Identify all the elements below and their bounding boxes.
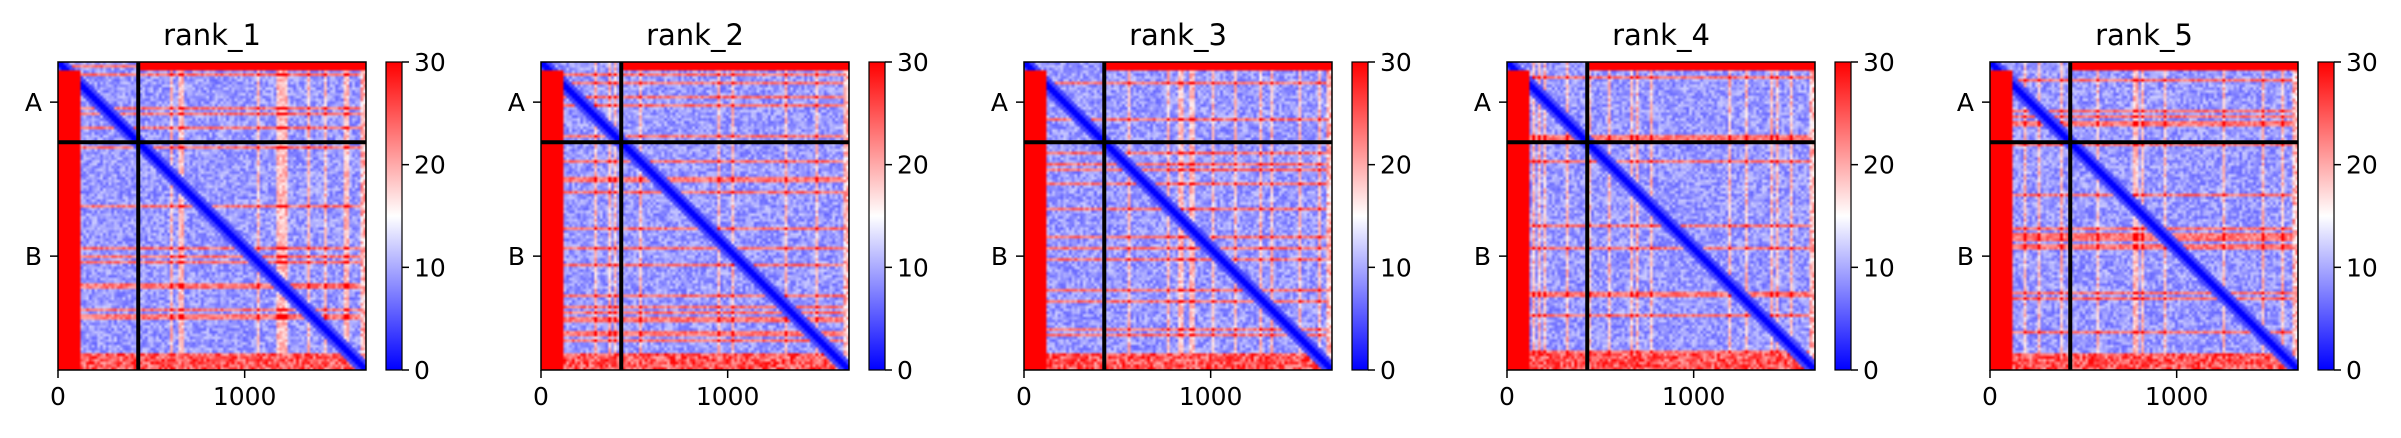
y-tick-label: A	[1474, 88, 1491, 117]
y-tick-label: A	[25, 88, 42, 117]
x-tick-label: 1000	[1179, 382, 1243, 411]
axes-frame	[540, 61, 850, 371]
colorbar-tick-label: 30	[2346, 48, 2378, 77]
panel-title: rank_1	[163, 18, 261, 52]
x-tick-label: 1000	[213, 382, 277, 411]
pae-heatmap-image	[541, 62, 849, 370]
colorbar-tick-label: 10	[2346, 253, 2378, 282]
axes-frame	[57, 61, 367, 371]
colorbar-tick-label: 20	[414, 151, 446, 180]
colorbar-tick-label: 10	[1380, 253, 1412, 282]
colorbar-tick-label: 0	[414, 356, 430, 385]
y-tick-label: B	[508, 242, 525, 271]
y-tick-label: B	[1474, 242, 1491, 271]
colorbar-tick-label: 20	[897, 151, 929, 180]
x-tick-label: 0	[1016, 382, 1032, 411]
colorbar-tick-label: 20	[1380, 151, 1412, 180]
panel-title: rank_4	[1612, 18, 1710, 52]
pae-heatmap-image	[1024, 62, 1332, 370]
colorbar-tick-label: 0	[2346, 356, 2362, 385]
y-tick-label: A	[1957, 88, 1974, 117]
colorbar-tick-label: 30	[414, 48, 446, 77]
colorbar-tick-label: 0	[897, 356, 913, 385]
colorbar-tick-label: 20	[1863, 151, 1895, 180]
x-tick-label: 1000	[2145, 382, 2209, 411]
colorbar-tick-label: 30	[897, 48, 929, 77]
panel-title: rank_5	[2095, 18, 2193, 52]
pae-heatmap-image	[1990, 62, 2298, 370]
axes-frame	[1989, 61, 2299, 371]
colorbar	[1834, 61, 1852, 371]
pae-heatmap-image	[58, 62, 366, 370]
y-tick-label: A	[508, 88, 525, 117]
colorbar-tick-label: 10	[414, 253, 446, 282]
y-tick-label: A	[991, 88, 1008, 117]
y-tick-label: B	[25, 242, 42, 271]
colorbar	[868, 61, 886, 371]
x-tick-label: 0	[50, 382, 66, 411]
panel-title: rank_3	[1129, 18, 1227, 52]
colorbar	[2317, 61, 2335, 371]
pae-panel-2: rank_2 0 1000 A B 0 10 20 30	[508, 18, 929, 411]
pae-panel-5: rank_5 0 1000 A B 0 10 20 30	[1957, 18, 2378, 411]
y-tick-label: B	[991, 242, 1008, 271]
colorbar-tick-label: 30	[1380, 48, 1412, 77]
colorbar	[1351, 61, 1369, 371]
colorbar-tick-label: 30	[1863, 48, 1895, 77]
colorbar-tick-label: 10	[897, 253, 929, 282]
colorbar-tick-label: 0	[1863, 356, 1879, 385]
axes-frame	[1023, 61, 1333, 371]
colorbar-tick-label: 20	[2346, 151, 2378, 180]
colorbar-tick-label: 0	[1380, 356, 1396, 385]
colorbar-tick-label: 10	[1863, 253, 1895, 282]
y-tick-label: B	[1957, 242, 1974, 271]
pae-panel-4: rank_4 0 1000 A B 0 10 20 30	[1474, 18, 1895, 411]
panel-title: rank_2	[646, 18, 744, 52]
x-tick-label: 1000	[1662, 382, 1726, 411]
x-tick-label: 0	[1499, 382, 1515, 411]
pae-heatmap-image	[1507, 62, 1815, 370]
x-tick-label: 1000	[696, 382, 760, 411]
x-tick-label: 0	[533, 382, 549, 411]
pae-panel-1: rank_1 0 1000 A B 0 10 20 30	[25, 18, 446, 411]
x-tick-label: 0	[1982, 382, 1998, 411]
axes-frame	[1506, 61, 1816, 371]
colorbar	[385, 61, 403, 371]
pae-panel-3: rank_3 0 1000 A B 0 10 20 30	[991, 18, 1412, 411]
